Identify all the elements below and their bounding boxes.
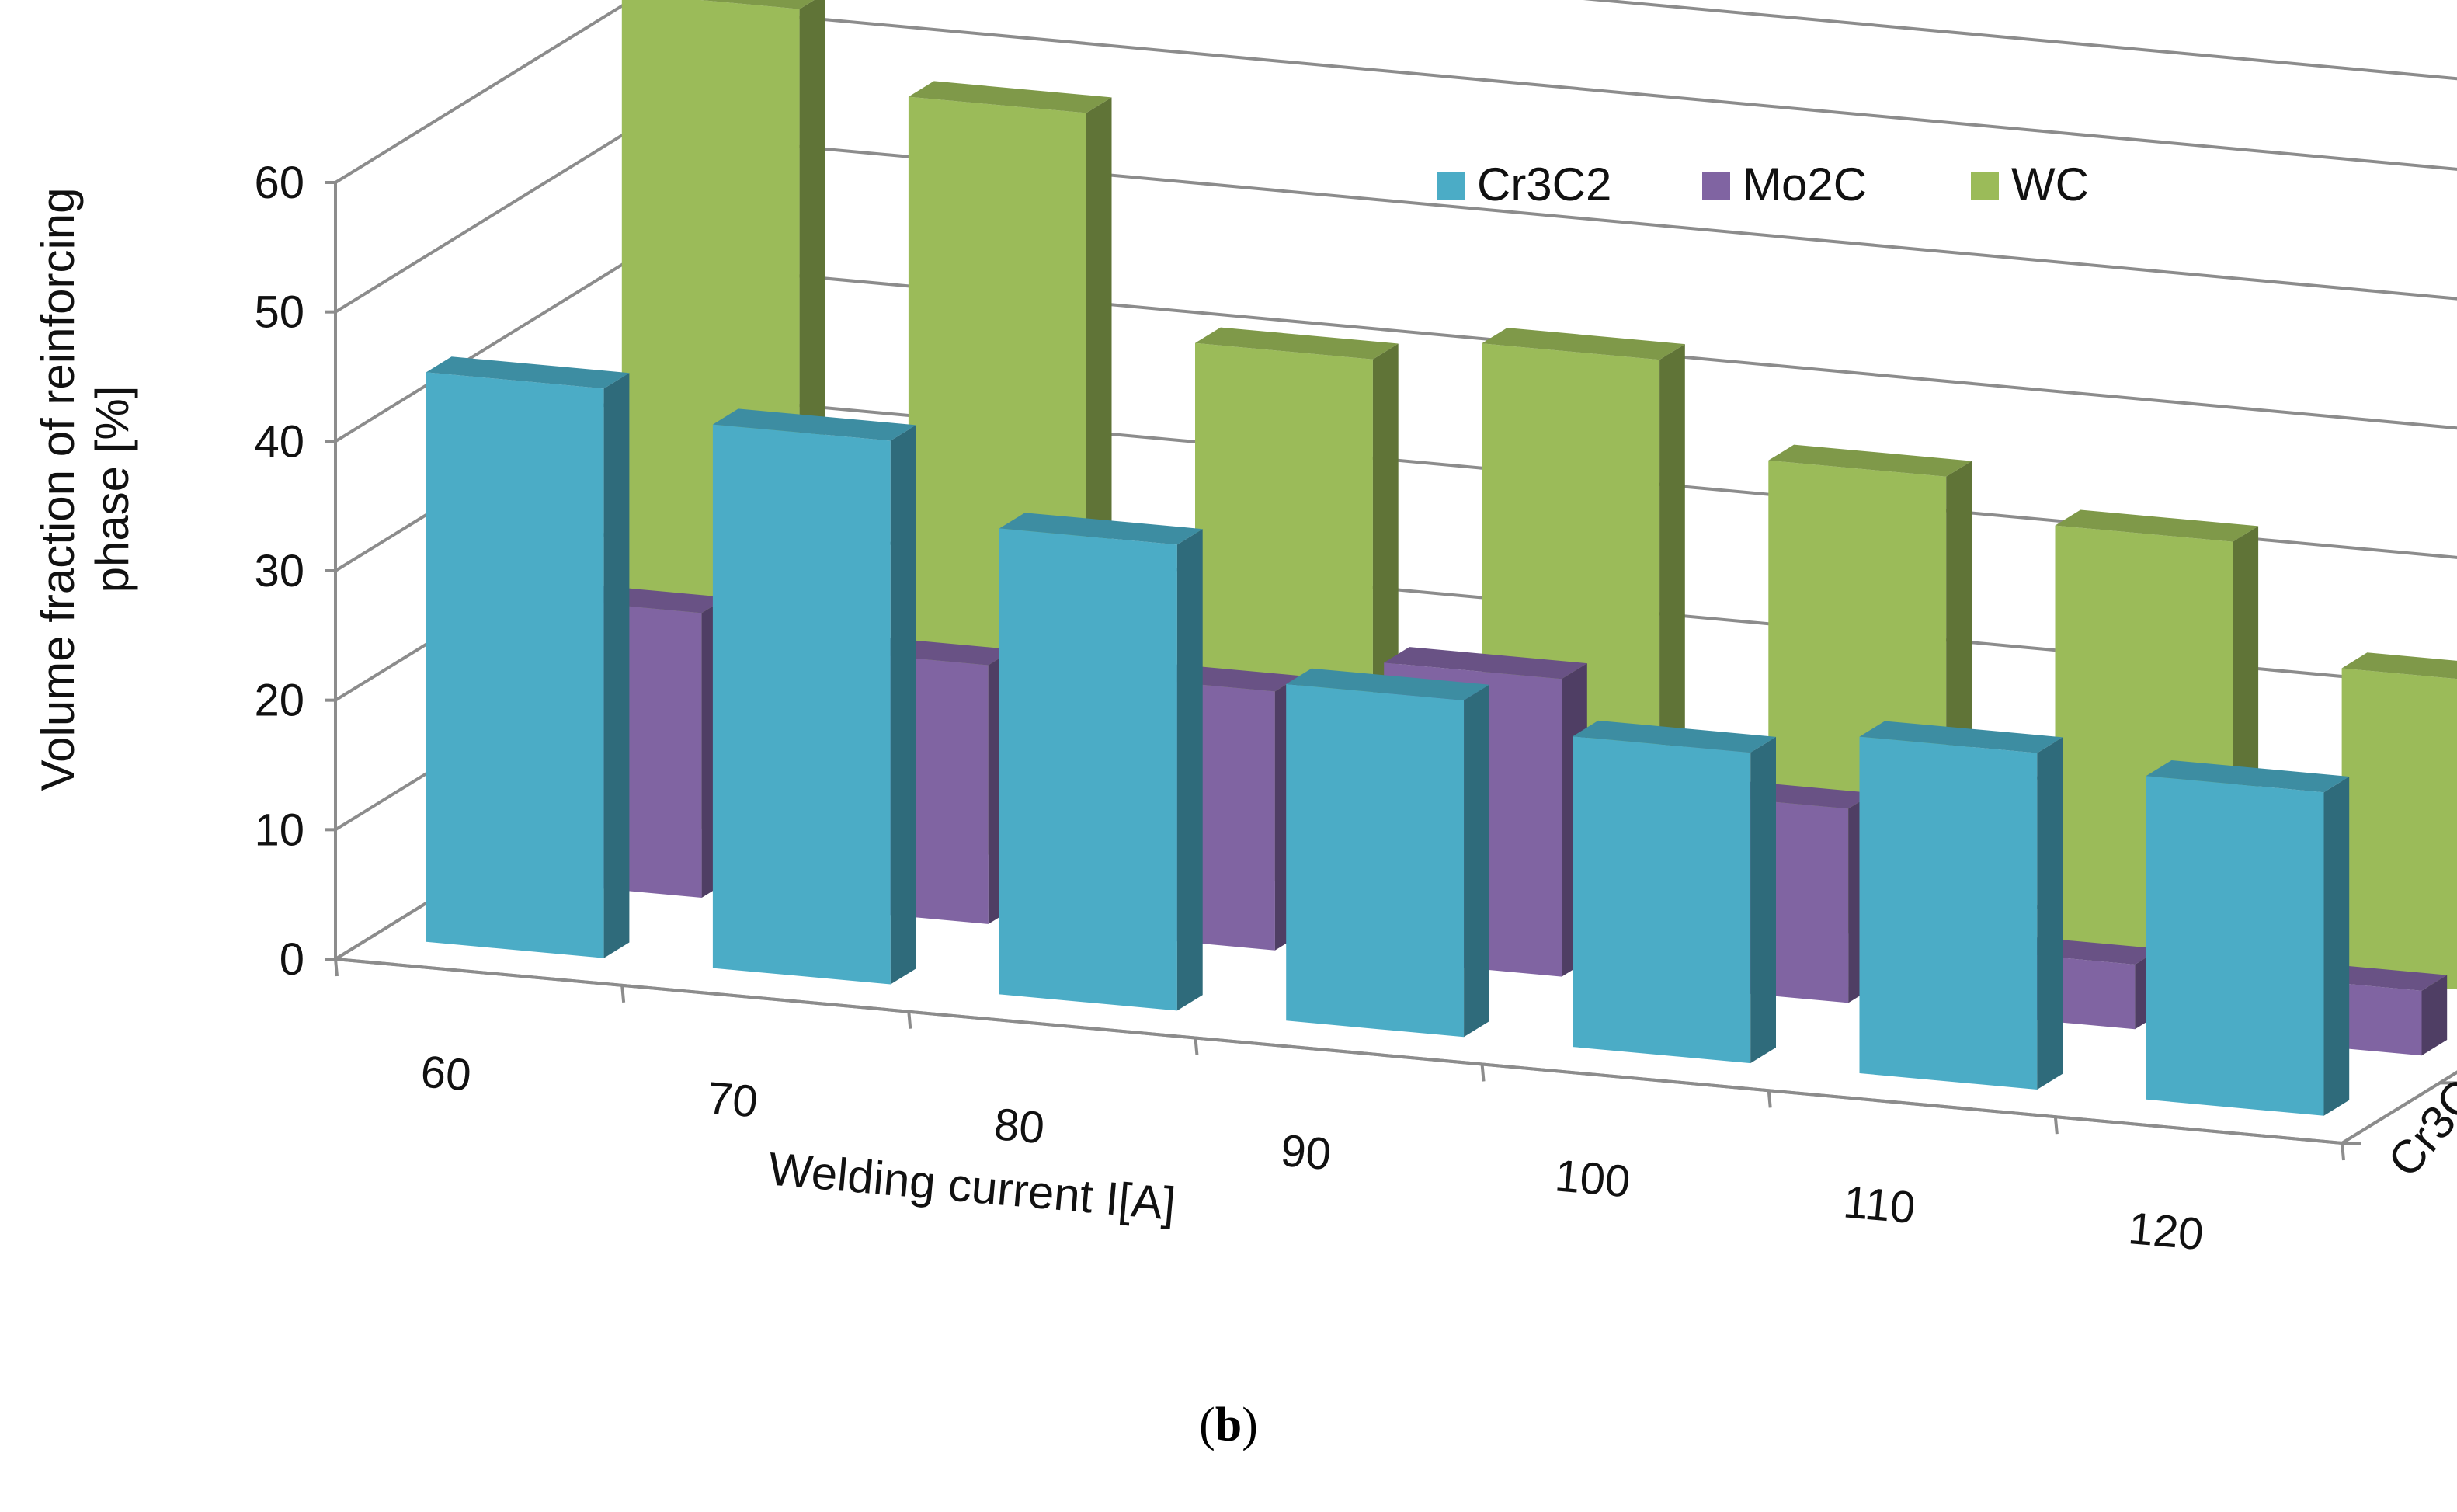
bar-side-face [1464,684,1489,1038]
bar-front-face [2341,668,2457,990]
x-axis-line [335,958,2343,1145]
bar-top-face [1482,328,1685,360]
x-axis-title: Welding current I[A] [766,1142,1178,1230]
bar-side-face [2421,975,2448,1056]
bar-top-face [712,408,916,441]
bar-side-face [2037,737,2063,1090]
x-tick-label: 90 [1279,1125,1333,1180]
bar-front-face [1859,736,2038,1090]
x-tick-mark [907,1011,912,1029]
bar-cr3c2-120 [2146,760,2350,1116]
y-tick-label: 50 [254,287,304,338]
bar-top-face [2055,509,2259,542]
bar-side-face [890,425,916,985]
x-tick-mark [1480,1064,1486,1082]
bar-front-face [999,528,1177,1011]
legend-label-wc: WC [2011,158,2089,210]
bar-cr3c2-60 [426,356,630,958]
y-tick-label: 40 [254,416,304,467]
y-tick-label: 60 [254,158,304,208]
bar-front-face [1286,683,1465,1038]
x-tick-mark [334,958,339,977]
x-tick-label: 60 [419,1046,473,1100]
bar-side-face [1176,529,1203,1011]
x-tick-mark [620,985,626,1003]
x-tick-mark [2053,1116,2059,1135]
bar-top-face [999,513,1203,545]
x-tick-label: 70 [705,1072,759,1127]
bar-front-face [2146,776,2324,1116]
bar-cr3c2-110 [1859,721,2063,1090]
bar-front-face [426,372,604,958]
bar-top-face [1384,647,1587,680]
bar-top-face [1859,721,2063,753]
y-tick-label: 20 [254,676,304,726]
y-tick-label: 30 [254,546,304,596]
bar-top-face [1573,720,1776,753]
x-tick-mark [2341,1142,2345,1161]
bar-top-face [2146,760,2350,793]
y-axis-title-line: Volume fraction of reinforcing [32,187,84,791]
bar-top-face [426,356,630,389]
x-tick-label: 120 [2126,1203,2205,1260]
depth-axis-line [2341,1070,2457,1145]
bar-cr3c2-80 [999,513,1203,1011]
legend-swatch-cr3c2 [1437,172,1465,200]
bar-top-face [1768,444,1972,477]
legend-swatch-mo2c [1702,172,1730,200]
legend-label-mo2c: Mo2C [1743,158,1867,210]
bar-top-face [700,0,815,9]
bar-top-face [2341,652,2457,680]
y-tick-label: 10 [254,805,304,855]
bar-top-face [1286,668,1489,700]
x-tick-label: 100 [1553,1150,1632,1207]
y-axis-title: Volume fraction of reinforcingphase [%] [32,187,138,791]
gridline [1583,0,2457,81]
legend-swatch-wc [1971,172,1999,200]
bar-side-face [1750,736,1776,1064]
bar-cr3c2-70 [712,408,916,985]
x-tick-mark [1767,1090,1772,1108]
bar-top-face [1195,327,1399,360]
bar-side-face [2323,777,2350,1116]
figure-caption: (b) [1199,1399,1258,1451]
bar-cr3c2-100 [1573,720,1776,1064]
legend-label-cr3c2: Cr3C2 [1477,158,1611,210]
chart-bars [426,0,2457,1116]
bar-cr3c2-90 [1286,668,1489,1038]
bar-front-face [712,424,891,985]
y-tick-label: 0 [280,934,304,985]
bar-front-face [1573,736,1751,1064]
x-tick-mark [1194,1038,1199,1055]
bar-wc-120 [2341,652,2457,990]
bar-side-face [603,373,630,958]
caption-letter: b [1215,1399,1242,1451]
x-tick-label: 110 [1841,1177,1917,1233]
bar-top-face [908,81,1112,113]
y-axis-title-line: phase [%] [86,386,138,593]
x-tick-label: 80 [992,1099,1047,1153]
